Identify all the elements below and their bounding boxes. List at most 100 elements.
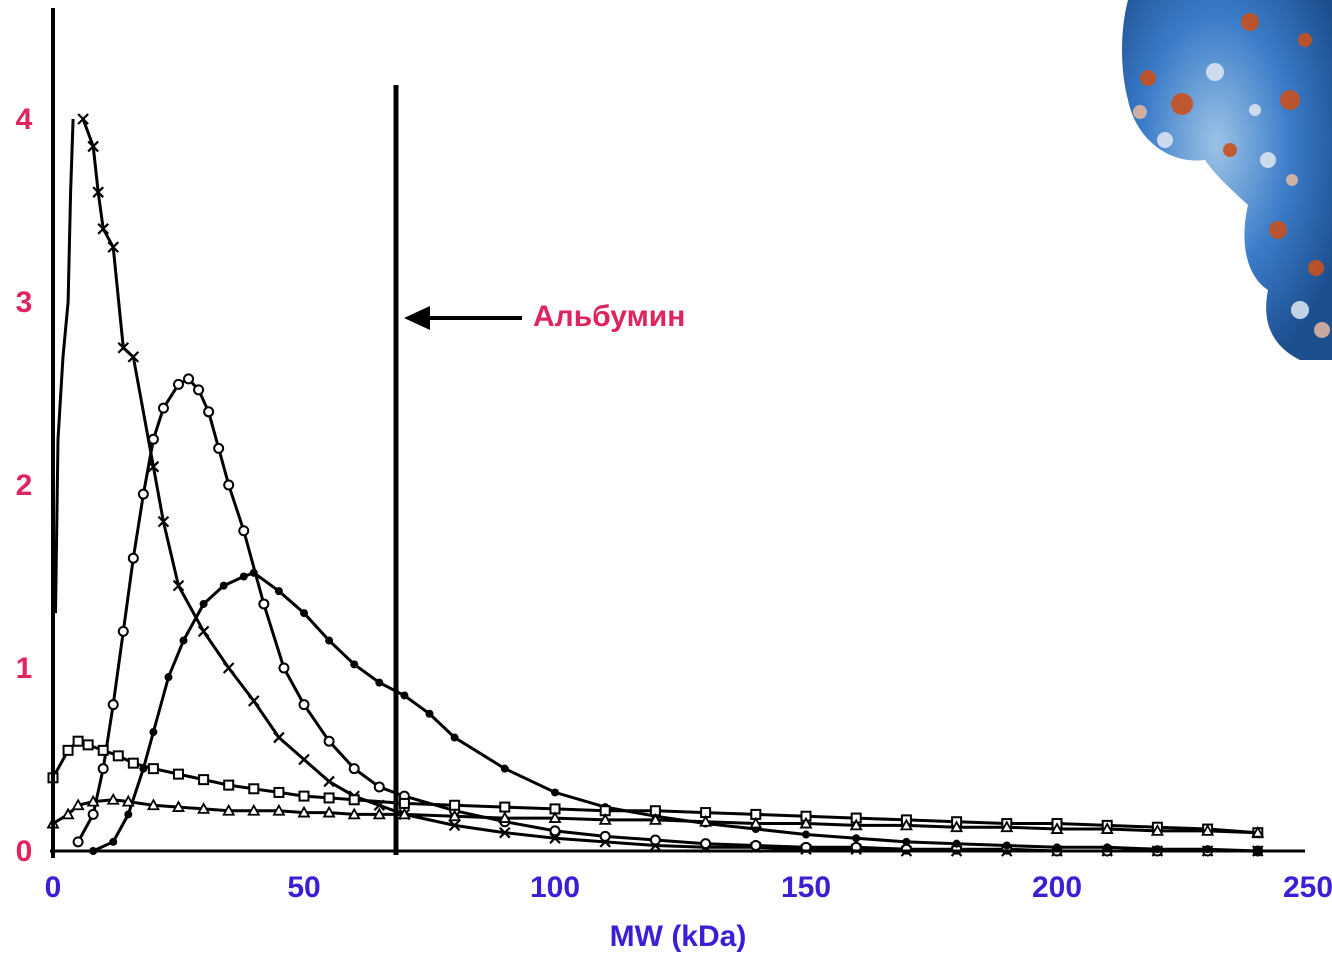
data-point — [274, 587, 283, 596]
x-tick-label: 0 — [45, 871, 62, 904]
data-point — [649, 834, 661, 846]
data-point — [213, 442, 225, 454]
x-axis-label: MW (kDa) — [610, 920, 747, 953]
data-point — [248, 695, 260, 707]
data-point — [164, 673, 173, 682]
data-point — [146, 798, 160, 811]
data-point — [107, 699, 119, 711]
data-point — [87, 140, 99, 153]
data-point — [137, 488, 149, 500]
data-point — [109, 837, 118, 846]
data-point — [86, 794, 100, 807]
data-point — [1150, 824, 1164, 836]
data-point — [300, 609, 308, 618]
x-tick-label: 200 — [1032, 871, 1082, 904]
series-cross — [77, 113, 1264, 857]
series-line — [81, 118, 1258, 853]
data-point — [952, 839, 961, 848]
data-point — [72, 735, 84, 747]
data-point — [72, 836, 84, 848]
x-tick-label: 100 — [530, 871, 580, 904]
data-point — [902, 837, 911, 846]
data-point — [222, 662, 235, 674]
data-point — [498, 811, 512, 823]
data-point — [347, 807, 361, 820]
data-point — [849, 818, 863, 831]
data-point — [127, 757, 139, 769]
data-point — [197, 802, 211, 814]
data-point — [298, 790, 310, 802]
data-point — [551, 788, 559, 797]
data-point — [171, 800, 186, 812]
data-point — [397, 807, 411, 820]
y-tick-label: 0 — [16, 835, 33, 868]
data-point — [223, 479, 235, 491]
data-point — [198, 774, 210, 786]
data-point — [899, 818, 913, 831]
series-open-circle — [72, 373, 1264, 857]
data-point — [183, 373, 195, 385]
data-point — [87, 808, 99, 820]
series-line — [51, 739, 1258, 835]
series-line — [52, 798, 1258, 835]
data-point — [1053, 843, 1061, 852]
data-point — [97, 763, 109, 775]
data-point — [199, 599, 208, 608]
data-point — [173, 378, 184, 390]
data-point — [323, 792, 335, 804]
data-point — [172, 579, 185, 592]
data-point — [350, 660, 359, 669]
data-point — [700, 838, 712, 850]
series-line — [54, 118, 75, 614]
data-point — [61, 807, 75, 820]
data-point — [179, 636, 188, 645]
data-point — [117, 341, 130, 354]
data-point — [323, 775, 335, 788]
data-point — [448, 809, 462, 822]
data-point — [107, 241, 120, 253]
data-point — [71, 798, 85, 811]
data-point — [203, 406, 215, 418]
data-point — [348, 763, 360, 775]
data-point — [372, 807, 386, 820]
data-point — [106, 792, 120, 805]
y-tick-label: 3 — [16, 286, 33, 319]
series-triangle — [46, 792, 1265, 838]
data-point — [323, 735, 335, 747]
data-point — [448, 819, 461, 832]
data-point — [238, 525, 250, 537]
data-point — [157, 402, 169, 414]
data-point — [223, 779, 235, 791]
data-point — [549, 825, 561, 837]
x-tick-label: 250 — [1283, 871, 1332, 904]
data-point — [92, 186, 104, 198]
protein-structure-image — [1122, 0, 1332, 360]
y-tick-labels: 0 1 2 3 4 — [16, 103, 33, 868]
albumin-annotation: Альбумин — [404, 300, 685, 333]
data-point — [97, 744, 109, 756]
x-tick-labels: 0 50 100 150 200 250 — [45, 871, 1332, 904]
data-point — [298, 753, 310, 766]
data-point — [147, 433, 159, 445]
data-point — [500, 764, 509, 773]
data-point — [322, 805, 336, 818]
x-tick-label: 150 — [781, 871, 831, 904]
annotation-arrow-head — [404, 306, 430, 330]
series-none — [54, 118, 75, 614]
data-point — [1050, 822, 1064, 834]
series-layer — [46, 113, 1265, 857]
data-point — [149, 728, 158, 737]
data-point — [950, 820, 964, 833]
data-point — [222, 803, 236, 816]
y-tick-label: 4 — [16, 103, 33, 136]
data-point — [273, 731, 285, 744]
data-point — [62, 744, 74, 756]
x-tick-label: 50 — [287, 871, 320, 904]
data-point — [1100, 822, 1114, 834]
data-point — [1201, 824, 1215, 836]
data-point — [1251, 825, 1265, 838]
data-point — [449, 799, 461, 811]
data-point — [278, 662, 290, 674]
data-point — [499, 826, 511, 839]
data-point — [77, 113, 89, 125]
